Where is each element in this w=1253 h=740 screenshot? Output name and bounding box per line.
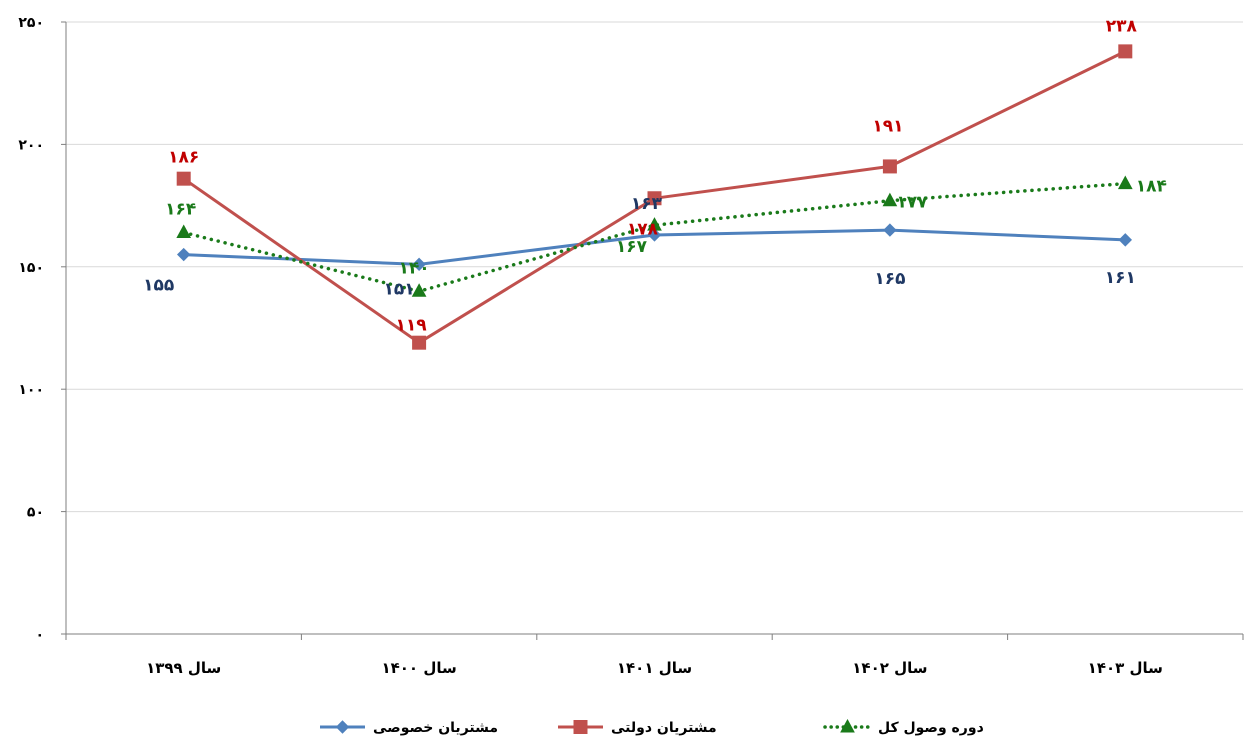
data-point-square: [412, 335, 427, 350]
data-point-square: [647, 191, 662, 206]
data-label: ۱۶۷: [616, 237, 648, 257]
x-axis-ticks: سال ۱۳۹۹ سال ۱۴۰۰ سال ۱۴۰۱ سال ۱۴۰۲ سال ۱۴۰۳: [146, 659, 1163, 677]
data-point-diamond: [647, 228, 662, 242]
data-label: ۱۵۱: [384, 279, 415, 299]
y-tick-label: ۱۰۰: [18, 382, 44, 398]
legend-item: مشتریان دولتی: [558, 720, 717, 736]
data-label: ۱۱۹: [396, 316, 428, 336]
legend-label: مشتریان خصوصی: [373, 720, 498, 736]
data-point-triangle: [882, 192, 898, 207]
data-point-triangle: [411, 283, 427, 297]
data-label: ۱۵۵: [143, 276, 174, 296]
data-label: ۱۸۶: [168, 148, 199, 168]
data-labels: ۱۵۵ ۱۵۱ ۱۶۳ ۱۶۵ ۱۶۱ ۱۸۶ ۱۱۹ ۱۷۸ ۱۹۱ ۲۳۸ ۱۶۴ ۱۴۰ ۱۶۷ ۱…: [143, 16, 1167, 335]
legend-label: دوره وصول کل: [878, 720, 984, 736]
x-tick-label: سال ۱۴۰۰: [381, 659, 456, 677]
data-label: ۱۸۴: [1136, 177, 1167, 197]
x-tick-label: سال ۱۳۹۹: [146, 659, 221, 677]
legend: دوره وصول کل مشتریان دولتی مشتریان خصوصی: [320, 718, 984, 736]
data-point-triangle: [1117, 175, 1133, 190]
data-point-square: [1118, 44, 1133, 59]
y-axis-ticks: ۰ ۵۰ ۱۰۰ ۱۵۰ ۲۰۰ ۲۵۰: [18, 15, 44, 643]
data-point-diamond: [412, 257, 426, 272]
data-point-diamond: [176, 247, 191, 262]
data-label: ۱۶۳: [631, 194, 663, 214]
y-tick-label: ۰: [35, 627, 44, 643]
data-label: ۱۷۸: [627, 219, 659, 239]
data-label: ۱۶۱: [1105, 268, 1136, 288]
x-tick-label: سال ۱۴۰۲: [852, 659, 927, 677]
data-label: ۱۹۱: [872, 116, 903, 136]
data-label: ۱۴۰: [399, 258, 430, 278]
data-point-triangle: [840, 718, 855, 733]
grid-lines: [66, 21, 1243, 513]
data-label: ۱۶۴: [165, 200, 196, 220]
series-line: [181, 181, 1128, 294]
y-tick-label: ۵۰: [27, 505, 44, 521]
data-point-triangle: [647, 217, 662, 231]
legend-item: مشتریان خصوصی: [320, 720, 498, 736]
data-point-diamond: [883, 223, 897, 237]
axes: [61, 21, 1244, 640]
data-point-square: [176, 171, 191, 186]
data-point-triangle: [176, 224, 192, 239]
series-layer: [176, 44, 1133, 350]
data-point-square: [573, 720, 588, 734]
y-tick-label: ۱۵۰: [18, 260, 44, 276]
data-point-square: [882, 159, 897, 174]
x-tick-label: سال ۱۴۰۳: [1088, 659, 1163, 677]
data-label: ۱۶۵: [874, 269, 905, 289]
y-tick-label: ۲۰۰: [18, 137, 44, 153]
x-tick-label: سال ۱۴۰۱: [617, 659, 692, 677]
data-point-diamond: [335, 720, 350, 734]
data-label: ۲۳۸: [1106, 16, 1138, 36]
data-label: ۱۷۷: [896, 193, 928, 213]
legend-item: دوره وصول کل: [823, 718, 984, 736]
y-tick-label: ۲۵۰: [18, 15, 44, 31]
data-point-diamond: [1118, 233, 1133, 247]
legend-label: مشتریان دولتی: [611, 720, 717, 736]
